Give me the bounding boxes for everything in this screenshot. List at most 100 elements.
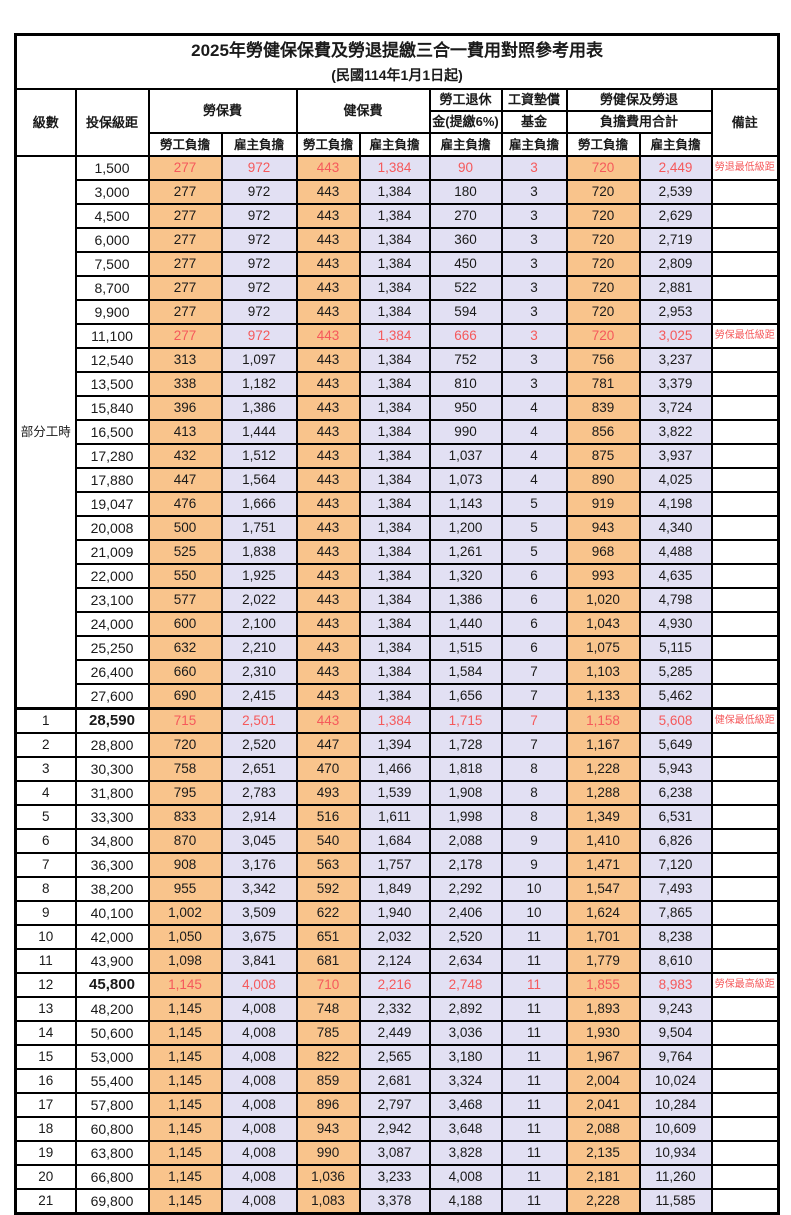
cell-remark <box>710 804 780 830</box>
cell-bracket: 43,900 <box>74 948 150 974</box>
cell-fund: 11 <box>500 1020 568 1046</box>
cell-hi_er: 1,384 <box>358 443 431 469</box>
cell-li_er: 2,022 <box>220 587 298 613</box>
cell-tot_emp: 1,701 <box>565 924 641 950</box>
table-row: 15 53,000 1,145 4,008 822 2,565 3,180 11 1,967 9,… <box>14 1044 780 1070</box>
cell-bracket: 34,800 <box>74 828 150 854</box>
cell-li_emp: 277 <box>147 251 223 277</box>
cell-tot_emp: 720 <box>565 299 641 325</box>
cell-tot_emp: 781 <box>565 371 641 397</box>
table-row: 11,100 277 972 443 1,384 666 3 720 3,025 勞保最低級距 <box>16 323 780 349</box>
cell-remark <box>710 1020 780 1046</box>
cell-tot_er: 4,635 <box>638 563 713 589</box>
cell-bracket: 50,600 <box>74 1020 150 1046</box>
cell-tot_er: 2,809 <box>638 251 713 277</box>
cell-remark <box>710 828 780 854</box>
cell-pension: 2,088 <box>428 828 503 854</box>
cell-tot_er: 2,881 <box>638 275 713 301</box>
cell-remark <box>710 1044 780 1070</box>
cell-fund: 9 <box>500 852 568 878</box>
table-row: 20 66,800 1,145 4,008 1,036 3,233 4,008 11 2,181… <box>14 1164 780 1190</box>
cell-fund: 3 <box>500 275 568 301</box>
cell-pension: 4,008 <box>428 1164 503 1190</box>
cell-level: 9 <box>14 900 77 926</box>
cell-li_emp: 1,002 <box>147 900 223 926</box>
cell-pension: 1,386 <box>428 587 503 613</box>
cell-li_emp: 432 <box>147 443 223 469</box>
cell-hi_er: 2,449 <box>358 1020 431 1046</box>
cell-bracket: 57,800 <box>74 1092 150 1118</box>
cell-li_emp: 720 <box>147 732 223 758</box>
cell-remark <box>710 876 780 902</box>
cell-fund: 4 <box>500 467 568 493</box>
cell-hi_emp: 443 <box>295 179 361 205</box>
cell-bracket: 23,100 <box>74 587 150 613</box>
header-level: 級數 <box>14 88 77 157</box>
cell-hi_emp: 443 <box>295 635 361 661</box>
cell-tot_emp: 720 <box>565 179 641 205</box>
cell-li_emp: 660 <box>147 659 223 685</box>
cell-li_er: 3,342 <box>220 876 298 902</box>
cell-tot_emp: 919 <box>565 491 641 517</box>
table-row: 4,500 277 972 443 1,384 270 3 720 2,629 <box>16 203 780 229</box>
cell-hi_er: 1,384 <box>358 371 431 397</box>
cell-remark: 勞保最高級距 <box>710 972 780 998</box>
cell-tot_er: 4,340 <box>638 515 713 541</box>
cell-pension: 2,406 <box>428 900 503 926</box>
table-row: 12,540 313 1,097 443 1,384 752 3 756 3,237 <box>16 347 780 373</box>
cell-tot_er: 9,764 <box>638 1044 713 1070</box>
cell-bracket: 3,000 <box>74 179 150 205</box>
cell-li_er: 972 <box>220 155 298 181</box>
cell-tot_er: 4,930 <box>638 611 713 637</box>
cell-tot_er: 3,937 <box>638 443 713 469</box>
table-row: 18 60,800 1,145 4,008 943 2,942 3,648 11 2,088 10… <box>14 1116 780 1142</box>
cell-tot_er: 2,449 <box>638 155 713 181</box>
cell-li_er: 1,097 <box>220 347 298 373</box>
cell-level: 8 <box>14 876 77 902</box>
header-remark: 備註 <box>710 88 780 157</box>
cell-li_er: 2,783 <box>220 780 298 806</box>
cell-bracket: 31,800 <box>74 780 150 806</box>
cell-bracket: 16,500 <box>74 419 150 445</box>
cell-hi_emp: 443 <box>295 467 361 493</box>
cell-bracket: 7,500 <box>74 251 150 277</box>
cell-li_er: 972 <box>220 251 298 277</box>
cell-tot_emp: 720 <box>565 227 641 253</box>
cell-remark <box>710 900 780 926</box>
cell-level: 10 <box>14 924 77 950</box>
cell-tot_emp: 1,228 <box>565 756 641 782</box>
table-row: 22,000 550 1,925 443 1,384 1,320 6 993 4,635 <box>16 563 780 589</box>
cell-remark <box>710 491 780 517</box>
cell-bracket: 42,000 <box>74 924 150 950</box>
subheader-fund-employer: 雇主負擔 <box>500 132 568 157</box>
table-row: 2 28,800 720 2,520 447 1,394 1,728 7 1,167 5,649 <box>14 732 780 758</box>
cell-li_er: 4,008 <box>220 1044 298 1070</box>
cell-remark <box>710 1140 780 1166</box>
cell-hi_emp: 447 <box>295 732 361 758</box>
cell-remark <box>710 467 780 493</box>
cell-li_er: 4,008 <box>220 996 298 1022</box>
cell-li_emp: 833 <box>147 804 223 830</box>
cell-li_er: 4,008 <box>220 1164 298 1190</box>
header-health-insurance: 健保費 <box>295 88 431 134</box>
table-row: 9,900 277 972 443 1,384 594 3 720 2,953 <box>16 299 780 325</box>
cell-level: 18 <box>14 1116 77 1142</box>
cell-tot_er: 3,025 <box>638 323 713 349</box>
cell-bracket: 69,800 <box>74 1188 150 1215</box>
cell-hi_emp: 859 <box>295 1068 361 1094</box>
cell-tot_emp: 1,075 <box>565 635 641 661</box>
cell-tot_emp: 2,088 <box>565 1116 641 1142</box>
cell-bracket: 45,800 <box>74 972 150 998</box>
cell-pension: 522 <box>428 275 503 301</box>
cell-pension: 666 <box>428 323 503 349</box>
cell-bracket: 8,700 <box>74 275 150 301</box>
cell-tot_emp: 720 <box>565 323 641 349</box>
cell-tot_emp: 2,228 <box>565 1188 641 1215</box>
cell-remark <box>710 1092 780 1118</box>
cell-li_er: 4,008 <box>220 1092 298 1118</box>
cell-hi_emp: 443 <box>295 227 361 253</box>
subheader-total-employee: 勞工負擔 <box>565 132 641 157</box>
cell-pension: 1,998 <box>428 804 503 830</box>
cell-pension: 2,748 <box>428 972 503 998</box>
cell-fund: 3 <box>500 203 568 229</box>
